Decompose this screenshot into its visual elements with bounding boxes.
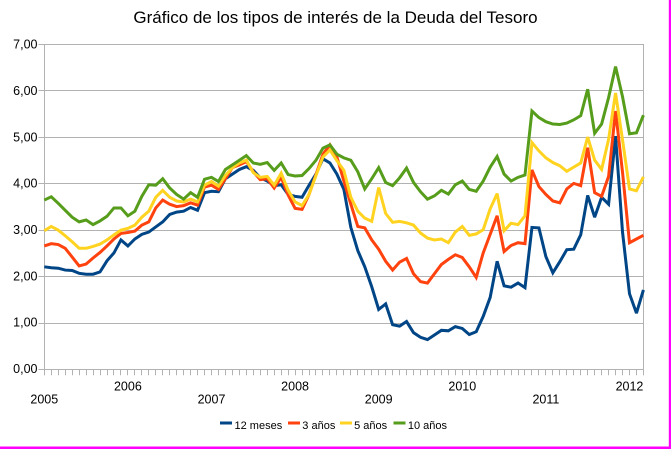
svg-text:7,00: 7,00 bbox=[13, 38, 37, 52]
svg-text:2008: 2008 bbox=[281, 379, 309, 393]
svg-text:Gráfico de los tipos de interé: Gráfico de los tipos de interés de la De… bbox=[133, 8, 537, 27]
svg-text:6,00: 6,00 bbox=[13, 84, 37, 98]
svg-text:4,00: 4,00 bbox=[13, 177, 37, 191]
svg-text:2007: 2007 bbox=[198, 393, 226, 407]
svg-text:2010: 2010 bbox=[448, 379, 476, 393]
svg-text:3,00: 3,00 bbox=[13, 223, 37, 237]
svg-text:10 años: 10 años bbox=[408, 420, 448, 432]
svg-text:0,00: 0,00 bbox=[13, 362, 37, 376]
svg-text:2012: 2012 bbox=[616, 379, 644, 393]
svg-text:2011: 2011 bbox=[532, 393, 559, 407]
svg-text:2006: 2006 bbox=[114, 379, 142, 393]
svg-text:3 años: 3 años bbox=[302, 420, 336, 432]
svg-text:5 años: 5 años bbox=[354, 420, 388, 432]
svg-text:5,00: 5,00 bbox=[13, 130, 37, 144]
svg-text:2,00: 2,00 bbox=[13, 269, 37, 283]
svg-text:2009: 2009 bbox=[365, 393, 393, 407]
svg-text:12 meses: 12 meses bbox=[235, 420, 283, 432]
svg-text:2005: 2005 bbox=[30, 393, 58, 407]
svg-text:1,00: 1,00 bbox=[13, 316, 37, 330]
